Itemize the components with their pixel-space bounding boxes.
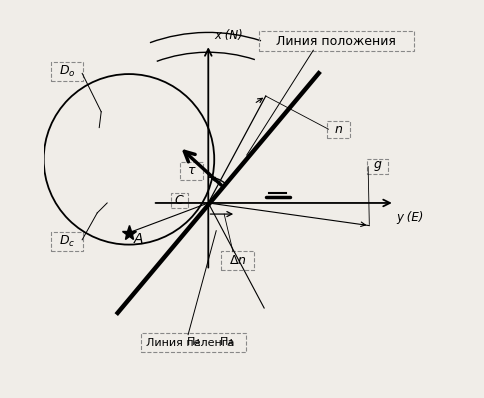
Text: y (E): y (E) <box>397 211 424 224</box>
Text: Линия пеленга: Линия пеленга <box>146 338 235 347</box>
Text: $\Pi_A$: $\Pi_A$ <box>185 336 201 349</box>
Text: C: C <box>175 194 184 207</box>
Text: $n$: $n$ <box>334 123 343 136</box>
Text: τ: τ <box>188 164 196 178</box>
Text: A: A <box>134 232 144 246</box>
Text: $D_c$: $D_c$ <box>59 234 76 249</box>
Text: $D_o$: $D_o$ <box>59 64 76 79</box>
Text: $\Pi_A$: $\Pi_A$ <box>219 336 235 349</box>
Text: $\Delta n$: $\Delta n$ <box>229 254 246 267</box>
Text: x (N): x (N) <box>214 29 243 42</box>
Text: Линия положения: Линия положения <box>276 35 396 48</box>
Text: $g$: $g$ <box>373 160 382 174</box>
